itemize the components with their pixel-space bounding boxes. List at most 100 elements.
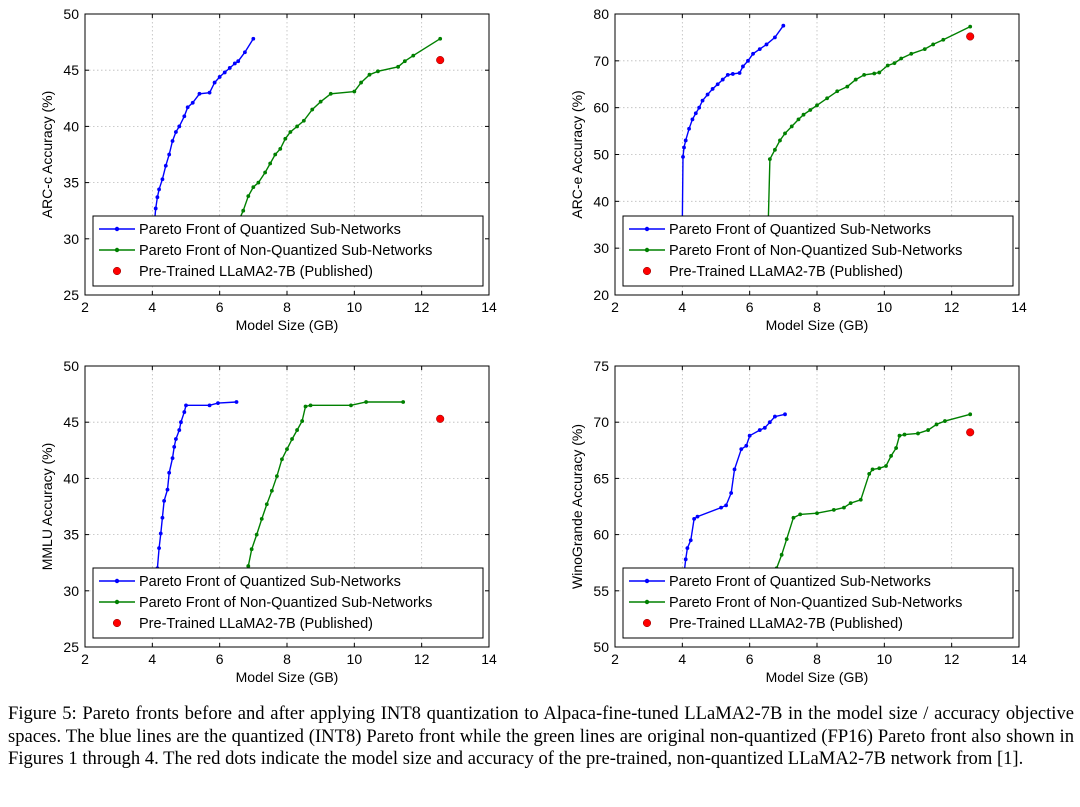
data-point-pareto-front-of-quantized-sub-networks [732, 467, 737, 472]
plot-frame [84, 365, 490, 648]
data-point-pareto-front-of-quantized-sub-networks [155, 195, 160, 200]
data-point-pareto-front-of-quantized-sub-networks [179, 420, 183, 425]
data-point-pareto-front-of-non-quantized-sub-networks [872, 71, 877, 76]
chart-winogrande: 2 4 6 8 10 12 14 50 55 60 65 70 75 Model Size (GB) Win… [569, 358, 1027, 685]
data-point-pareto-front-of-quantized-sub-networks [681, 154, 685, 159]
data-point-pareto-front-of-quantized-sub-networks [157, 187, 161, 192]
data-point-pareto-front-of-quantized-sub-networks [177, 428, 182, 432]
data-point-pareto-front-of-non-quantized-sub-networks [862, 72, 867, 77]
data-point-pareto-front-of-non-quantized-sub-networks [283, 136, 288, 141]
data-point-pareto-front-of-quantized-sub-networks [687, 126, 691, 131]
x-tick-label: 14 [1011, 299, 1027, 315]
legend-marker-pareto-front-of-non-quantized-sub-networks [644, 247, 650, 253]
data-point-pareto-front-of-non-quantized-sub-networks [249, 547, 254, 552]
data-point-pareto-front-of-non-quantized-sub-networks [885, 63, 890, 68]
data-point-pareto-front-of-non-quantized-sub-networks [328, 91, 333, 96]
x-tick-label: 12 [944, 299, 960, 315]
data-point-pareto-front-of-quantized-sub-networks [746, 58, 750, 63]
x-tick-label: 14 [481, 651, 497, 667]
data-point-pareto-front-of-quantized-sub-networks [773, 35, 777, 40]
series-group [155, 400, 445, 571]
data-point-pareto-front-of-non-quantized-sub-networks [264, 502, 269, 507]
data-point-pareto-front-of-non-quantized-sub-networks [246, 194, 251, 198]
legend-marker-pareto-front-of-non-quantized-sub-networks [644, 599, 650, 605]
data-point-pareto-front-of-non-quantized-sub-networks [889, 454, 893, 458]
legend-label-pareto-front-of-non-quantized-sub-networks: Pareto Front of Non-Quantized Sub-Networ… [669, 595, 962, 611]
legend-marker-pre-trained-llama2-7b-published [112, 266, 122, 276]
data-point-pareto-front-of-quantized-sub-networks [172, 445, 177, 449]
data-point-pareto-front-of-non-quantized-sub-networks [884, 464, 888, 468]
x-tick-label: 10 [877, 651, 893, 667]
y-tick-label: 30 [63, 583, 79, 599]
legend-label-pareto-front-of-non-quantized-sub-networks: Pareto Front of Non-Quantized Sub-Networ… [139, 243, 432, 259]
y-tick-label: 40 [63, 118, 79, 134]
data-point-pareto-front-of-quantized-sub-networks [683, 557, 688, 562]
x-tick-label: 4 [678, 299, 686, 315]
legend-marker-pareto-front-of-non-quantized-sub-networks [114, 247, 120, 253]
data-point-pareto-front-of-non-quantized-sub-networks [848, 501, 853, 506]
y-tick-label: 25 [63, 639, 79, 655]
data-point-pareto-front-of-non-quantized-sub-networks [364, 400, 369, 404]
data-point-pareto-front-of-non-quantized-sub-networks [934, 422, 939, 427]
data-point-pareto-front-of-non-quantized-sub-networks [909, 51, 914, 56]
data-point-pareto-front-of-quantized-sub-networks [683, 138, 688, 143]
data-point-pareto-front-of-non-quantized-sub-networks [867, 472, 872, 476]
data-point-pareto-front-of-non-quantized-sub-networks [835, 89, 840, 94]
chart-panel-winogrande: 2 4 6 8 10 12 14 50 55 60 65 70 75 Model Size (GB) Win… [530, 352, 1070, 697]
legend-label-pareto-front-of-quantized-sub-networks: Pareto Front of Quantized Sub-Networks [139, 222, 401, 238]
data-point-pareto-front-of-quantized-sub-networks [165, 487, 170, 492]
data-point-pareto-front-of-quantized-sub-networks [751, 51, 755, 56]
x-tick-label: 12 [414, 299, 430, 315]
data-point-pareto-front-of-non-quantized-sub-networks [402, 59, 407, 64]
y-tick-label: 50 [63, 6, 79, 22]
data-point-pretrained [436, 56, 445, 65]
data-point-pareto-front-of-quantized-sub-networks [692, 516, 697, 521]
y-axis-label: WinoGrande Accuracy (%) [569, 424, 585, 589]
chart-arc-e: 2 4 6 8 10 12 14 20 30 40 50 60 70 80 Model Size (GB) A… [569, 6, 1027, 333]
data-point-pareto-front-of-non-quantized-sub-networks [411, 53, 416, 58]
data-point-pareto-front-of-quantized-sub-networks [715, 82, 720, 87]
y-tick-label: 80 [593, 6, 609, 22]
data-point-pareto-front-of-quantized-sub-networks [710, 87, 715, 91]
data-point-pareto-front-of-non-quantized-sub-networks [256, 180, 261, 185]
y-axis-label: ARC-c Accuracy (%) [39, 91, 55, 219]
y-tick-label: 55 [593, 583, 609, 599]
legend-label-pareto-front-of-non-quantized-sub-networks: Pareto Front of Non-Quantized Sub-Networ… [669, 243, 962, 259]
data-point-pareto-front-of-non-quantized-sub-networks [902, 432, 907, 437]
data-point-pareto-front-of-non-quantized-sub-networks [268, 161, 273, 166]
data-point-pareto-front-of-non-quantized-sub-networks [280, 457, 284, 462]
data-point-pareto-front-of-non-quantized-sub-networks [941, 37, 946, 42]
legend-marker-pareto-front-of-quantized-sub-networks [114, 226, 120, 232]
data-point-pareto-front-of-non-quantized-sub-networks [251, 185, 256, 189]
data-point-pareto-front-of-non-quantized-sub-networks [310, 107, 315, 112]
data-point-pareto-front-of-quantized-sub-networks [234, 400, 239, 404]
data-point-pareto-front-of-quantized-sub-networks [719, 505, 723, 510]
x-tick-label: 10 [877, 299, 893, 315]
x-tick-label: 10 [347, 651, 363, 667]
data-point-pareto-front-of-non-quantized-sub-networks [916, 431, 920, 436]
y-tick-label: 35 [63, 175, 79, 191]
x-tick-label: 8 [813, 299, 821, 315]
data-point-pareto-front-of-quantized-sub-networks [737, 71, 742, 75]
chart-panel-arc-e: 2 4 6 8 10 12 14 20 30 40 50 60 70 80 Model Size (GB) A… [530, 0, 1070, 345]
data-point-pareto-front-of-non-quantized-sub-networks [845, 84, 850, 89]
legend-marker-pareto-front-of-non-quantized-sub-networks [114, 599, 120, 605]
legend-box [622, 567, 1014, 639]
data-point-pareto-front-of-quantized-sub-networks [739, 447, 744, 452]
legend-label-pareto-front-of-quantized-sub-networks: Pareto Front of Quantized Sub-Networks [669, 222, 931, 238]
data-point-pareto-front-of-non-quantized-sub-networks [815, 511, 819, 516]
legend-label-pre-trained-llama2-7b-published: Pre-Trained LLaMA2-7B (Published) [139, 264, 373, 280]
data-point-pareto-front-of-non-quantized-sub-networks [931, 42, 936, 47]
data-point-pareto-front-of-quantized-sub-networks [160, 177, 165, 182]
y-tick-label: 50 [593, 147, 609, 163]
y-axis-label: MMLU Accuracy (%) [39, 443, 55, 571]
data-point-pareto-front-of-non-quantized-sub-networks [438, 36, 443, 41]
data-point-pareto-front-of-quantized-sub-networks [741, 64, 745, 69]
x-axis-label: Model Size (GB) [766, 669, 869, 685]
data-point-pareto-front-of-quantized-sub-networks [697, 105, 702, 110]
x-tick-label: 6 [216, 299, 224, 315]
data-point-pareto-front-of-quantized-sub-networks [700, 98, 705, 103]
x-tick-label: 8 [283, 299, 291, 315]
data-point-pareto-front-of-non-quantized-sub-networks [796, 117, 801, 122]
y-tick-label: 70 [593, 53, 609, 69]
